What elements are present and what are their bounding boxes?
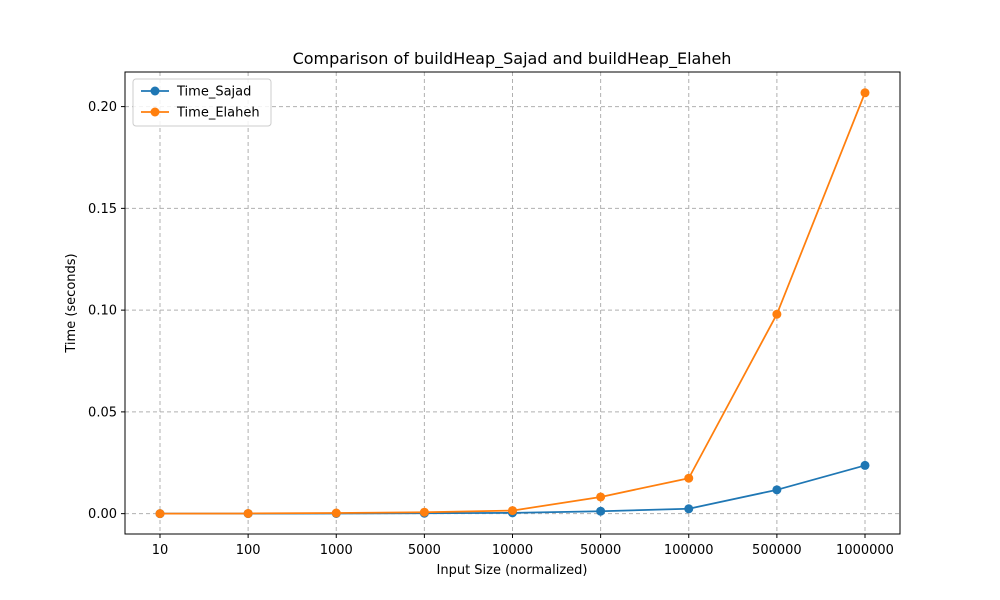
- data-point: [155, 509, 165, 519]
- y-axis-label: Time (seconds): [64, 253, 79, 353]
- y-tick-label: 0.20: [88, 100, 117, 115]
- x-tick-label: 500000: [752, 543, 802, 558]
- data-point: [419, 507, 429, 517]
- x-tick-label: 1000: [320, 543, 353, 558]
- y-axis: 0.00 0.05 0.10 0.15 0.20: [88, 100, 125, 522]
- chart-title: Comparison of buildHeap_Sajad and buildH…: [293, 49, 732, 69]
- x-tick-label: 1000000: [836, 543, 894, 558]
- legend-entry: Time_Elaheh: [141, 106, 260, 121]
- data-point: [772, 485, 782, 495]
- legend-label: Time_Sajad: [176, 85, 251, 100]
- data-point: [596, 492, 606, 502]
- data-point: [684, 504, 694, 514]
- data-point: [772, 309, 782, 319]
- data-point: [684, 473, 694, 483]
- x-tick-label: 50000: [580, 543, 621, 558]
- x-tick-label: 10: [152, 543, 169, 558]
- legend-entry: Time_Sajad: [141, 85, 251, 100]
- x-axis: 10 100 1000 5000 10000 50000 100000 500000 10000…: [152, 534, 894, 558]
- legend-marker: [150, 86, 160, 96]
- x-tick-label: 5000: [408, 543, 441, 558]
- data-point: [331, 508, 341, 518]
- data-point: [508, 506, 517, 516]
- x-tick-label: 10000: [492, 543, 533, 558]
- data-point: [596, 506, 606, 516]
- series-layer: [155, 88, 870, 519]
- series-Time_Elaheh: [155, 88, 870, 519]
- legend-marker: [150, 107, 160, 117]
- data-point: [860, 88, 870, 98]
- y-tick-label: 0.00: [88, 507, 117, 522]
- data-point: [243, 508, 253, 518]
- x-tick-label: 100: [236, 543, 261, 558]
- x-axis-label: Input Size (normalized): [437, 563, 588, 578]
- x-tick-label: 100000: [664, 543, 714, 558]
- legend-label: Time_Elaheh: [176, 106, 260, 121]
- legend: Time_Sajad Time_Elaheh: [132, 78, 272, 127]
- data-point: [860, 460, 870, 470]
- y-tick-label: 0.10: [88, 304, 117, 319]
- y-tick-label: 0.05: [88, 405, 117, 420]
- y-tick-label: 0.15: [88, 202, 117, 217]
